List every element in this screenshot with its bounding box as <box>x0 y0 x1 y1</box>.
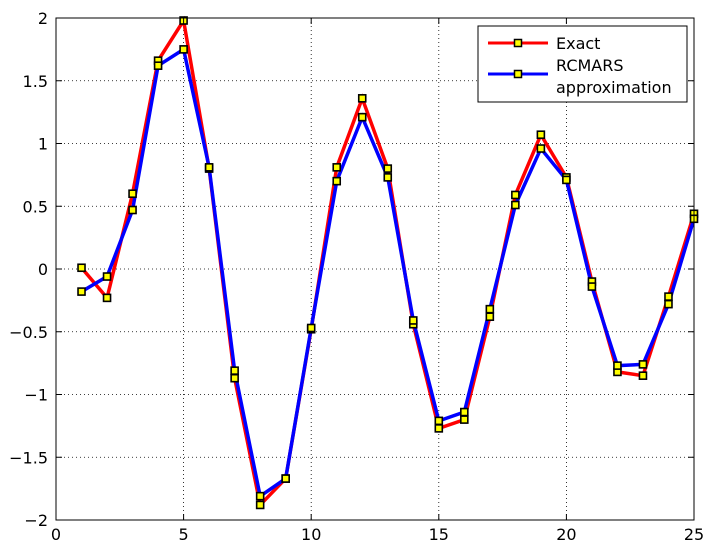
data-point-series-1 <box>255 491 265 501</box>
x-axis-tick-labels: 0 5 10 15 20 25 <box>51 525 704 544</box>
legend-label-rcmars: RCMARS <box>556 56 624 75</box>
data-point-series-0 <box>102 293 112 303</box>
y-axis-tick-labels: −2 −1.5 −1 −0.5 0 0.5 1 1.5 2 <box>9 9 48 530</box>
legend-box <box>477 25 688 103</box>
y-tick-label: 0 <box>38 260 48 279</box>
data-point-series-1 <box>357 112 367 122</box>
legend: Exact RCMARS approximation <box>477 25 688 103</box>
data-point-series-0 <box>434 424 444 433</box>
data-point-series-1 <box>332 176 342 186</box>
data-point-series-0 <box>128 189 137 198</box>
data-point-series-1 <box>562 175 571 185</box>
data-point-series-0 <box>77 263 86 273</box>
data-point-series-1 <box>230 366 239 375</box>
legend-label-exact: Exact <box>556 34 600 53</box>
data-point-series-1 <box>383 173 393 182</box>
data-point-series-1 <box>179 45 188 54</box>
data-point-series-1 <box>153 61 163 70</box>
y-tick-label: −1 <box>24 386 48 405</box>
data-point-series-1 <box>536 144 546 153</box>
data-point-series-0 <box>332 163 342 172</box>
data-point-series-1 <box>281 474 290 483</box>
y-tick-label: −2 <box>24 511 48 530</box>
x-tick-label: 25 <box>684 525 704 544</box>
x-tick-label: 10 <box>301 525 321 544</box>
data-point-series-1 <box>638 360 648 369</box>
data-point-series-1 <box>587 282 597 291</box>
data-point-series-1 <box>511 200 520 210</box>
legend-label-rcmars-line2: approximation <box>556 78 672 97</box>
data-point-series-1 <box>306 323 316 333</box>
legend-marker-exact <box>513 38 523 48</box>
data-point-series-1 <box>434 416 444 426</box>
x-tick-label: 5 <box>179 525 189 544</box>
data-point-series-1 <box>102 272 112 281</box>
data-point-series-0 <box>638 371 648 380</box>
data-point-series-1 <box>128 205 137 215</box>
data-point-series-1 <box>613 361 622 370</box>
y-tick-label: −1.5 <box>9 448 48 467</box>
x-tick-label: 20 <box>556 525 576 544</box>
data-point-series-0 <box>664 292 673 301</box>
data-point-series-1 <box>77 287 86 296</box>
y-tick-label: −0.5 <box>9 323 48 342</box>
data-point-series-0 <box>255 500 265 510</box>
axis-ticks <box>55 17 695 521</box>
data-point-series-0 <box>536 130 546 140</box>
y-tick-label: 1.5 <box>23 72 48 91</box>
data-point-series-1 <box>408 316 418 325</box>
y-tick-label: 2 <box>38 9 48 28</box>
data-point-series-1 <box>460 407 469 417</box>
data-point-series-0 <box>357 94 367 103</box>
data-point-series-0 <box>460 415 469 424</box>
x-tick-label: 15 <box>429 525 449 544</box>
series-markers <box>77 16 699 510</box>
data-point-series-0 <box>511 190 520 200</box>
data-point-series-0 <box>485 312 495 321</box>
data-point-series-1 <box>664 299 673 309</box>
y-tick-label: 1 <box>38 135 48 154</box>
y-tick-label: 0.5 <box>23 197 48 216</box>
data-point-series-0 <box>230 373 239 383</box>
data-point-series-0 <box>383 164 393 173</box>
data-point-series-1 <box>485 304 495 314</box>
legend-marker-rcmars <box>513 69 523 79</box>
data-point-series-1 <box>204 163 214 172</box>
x-tick-label: 0 <box>51 525 61 544</box>
